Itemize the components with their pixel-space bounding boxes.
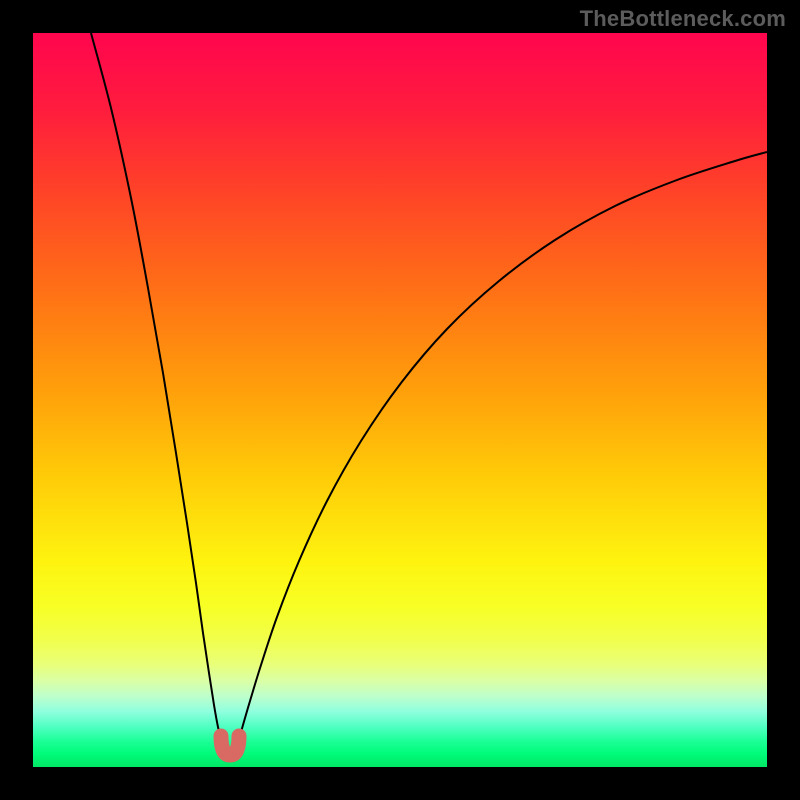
plot-area [33,33,767,767]
watermark-text: TheBottleneck.com [580,6,786,32]
chart-frame: TheBottleneck.com [0,0,800,800]
gradient-fill [33,33,767,767]
plot-svg [33,33,767,767]
